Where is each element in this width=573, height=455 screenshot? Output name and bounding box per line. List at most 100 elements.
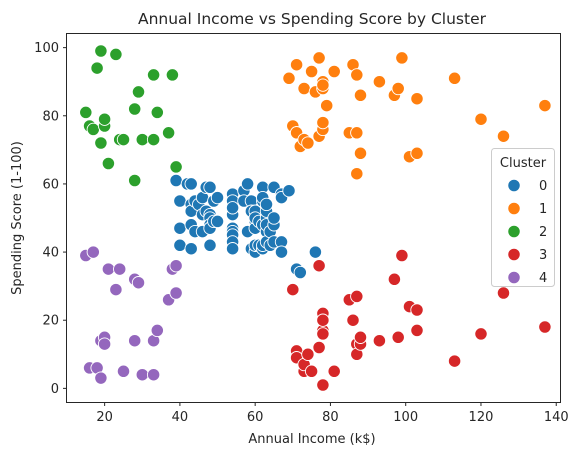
data-point (350, 289, 364, 304)
cluster-4-points (79, 245, 183, 385)
y-tick-label: 40 (42, 246, 59, 261)
data-point (94, 136, 108, 150)
cluster-3-points (286, 248, 552, 392)
data-point (146, 132, 161, 147)
x-tick-label: 100 (393, 410, 418, 425)
data-point (109, 282, 123, 297)
legend-title: Cluster (500, 156, 547, 171)
data-point (312, 51, 326, 65)
legend-marker (507, 201, 521, 216)
data-point (316, 78, 330, 92)
data-point (173, 221, 187, 235)
data-point (109, 47, 123, 62)
data-point (391, 81, 405, 96)
data-point (135, 132, 149, 147)
x-tick-label: 140 (544, 410, 569, 425)
data-point (173, 238, 187, 252)
data-point (346, 313, 360, 327)
legend-label: 4 (539, 271, 547, 286)
data-point (327, 64, 341, 79)
data-point (101, 262, 116, 276)
data-point (410, 146, 424, 160)
data-point (210, 214, 225, 229)
data-point (225, 242, 240, 256)
data-point (474, 112, 488, 126)
chart-title: Annual Income vs Spending Score by Clust… (138, 10, 487, 28)
data-point (353, 88, 368, 102)
data-point (496, 129, 511, 143)
data-point (128, 334, 142, 348)
data-point (293, 265, 307, 280)
data-point (101, 156, 116, 171)
data-point (410, 323, 424, 338)
data-point (496, 286, 511, 300)
legend-marker (507, 224, 521, 239)
y-tick-label: 80 (42, 109, 59, 124)
legend-box (491, 148, 555, 287)
data-point (128, 173, 142, 188)
data-point (131, 276, 146, 290)
y-tick-label: 20 (42, 314, 59, 329)
data-point (225, 201, 240, 215)
data-point (297, 81, 311, 96)
data-point (116, 364, 131, 378)
data-point (90, 61, 104, 75)
data-point (350, 167, 364, 181)
legend-marker (507, 270, 521, 285)
data-point (128, 102, 142, 116)
data-point (97, 337, 112, 351)
x-axis-label: Annual Income (k$) (248, 432, 375, 447)
data-point (259, 197, 274, 212)
data-point (304, 64, 319, 79)
legend: Cluster 0 1 2 3 4 (491, 148, 555, 287)
data-point (267, 211, 281, 225)
plot-frame (66, 33, 561, 403)
data-point (240, 177, 255, 191)
y-tick-label: 0 (51, 382, 59, 397)
data-point (79, 105, 93, 120)
data-point (353, 330, 368, 344)
x-axis: 20 40 60 80 100 120 140 (96, 402, 569, 425)
y-axis: 0 20 40 60 80 100 (34, 41, 67, 397)
data-point (308, 245, 323, 259)
data-point (410, 92, 424, 106)
data-point (203, 180, 217, 194)
data-point (274, 245, 289, 259)
legend-items: 0 1 2 3 4 (507, 178, 547, 286)
data-point (113, 262, 127, 276)
legend-marker (507, 178, 521, 193)
x-tick-label: 80 (322, 410, 339, 425)
data-point (395, 248, 409, 263)
data-point (372, 75, 387, 89)
y-tick-label: 100 (34, 41, 59, 56)
data-point (395, 51, 409, 65)
data-point (316, 313, 330, 327)
data-point (447, 354, 462, 368)
data-point (150, 323, 164, 338)
data-point (184, 242, 198, 256)
y-axis-label: Spending Score (1-100) (10, 141, 25, 295)
data-point (210, 190, 225, 205)
data-point (301, 136, 315, 150)
data-point (316, 115, 330, 130)
x-tick-label: 20 (96, 410, 113, 425)
legend-label: 0 (539, 179, 547, 194)
data-point (538, 98, 552, 113)
cluster-1-points (282, 51, 552, 181)
data-point (97, 112, 112, 126)
data-point (146, 368, 161, 382)
data-point (116, 132, 131, 147)
data-point (372, 334, 387, 348)
points-layer (79, 44, 552, 392)
legend-label: 2 (539, 225, 547, 240)
data-point (447, 71, 462, 85)
data-point (312, 340, 326, 355)
data-point (391, 330, 405, 344)
y-tick-label: 60 (42, 177, 59, 192)
data-point (86, 122, 100, 137)
data-point (150, 105, 164, 120)
data-point (169, 160, 183, 174)
data-point (320, 98, 334, 113)
data-point (282, 71, 296, 85)
data-point (350, 68, 364, 82)
